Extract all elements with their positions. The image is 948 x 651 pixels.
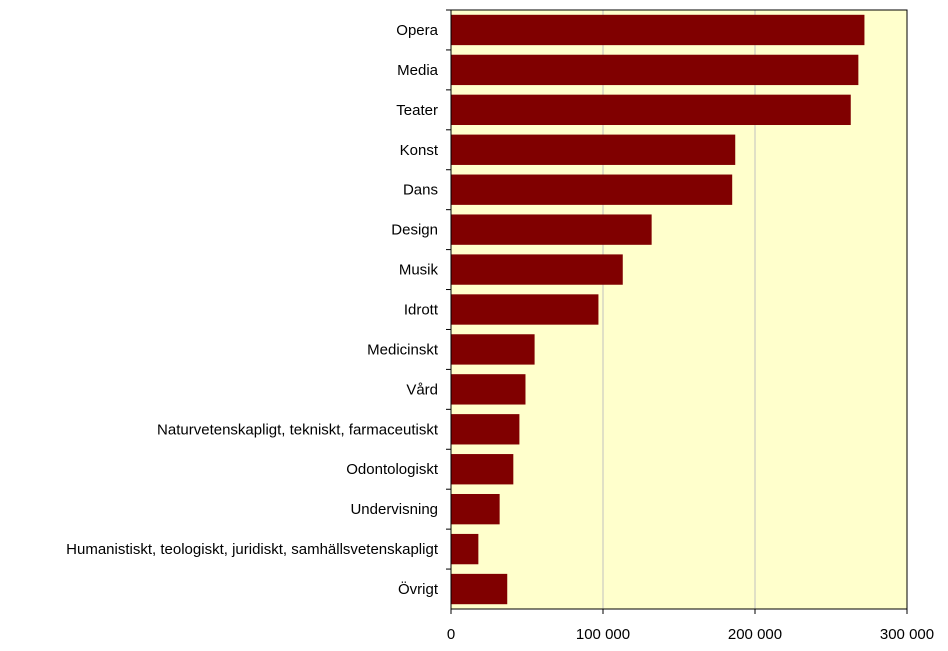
category-labels: Opera Media Teater Konst Dans Design Musik Idro… [66,9,451,598]
bar [451,14,865,46]
x-tick-label: 200 000 [728,626,782,643]
bar [451,214,652,245]
bar [451,134,736,165]
x-axis-ticks: 0 100 000 200 000 300 000 [447,609,934,643]
bar [451,533,479,565]
bar [451,374,526,405]
category-label: Musik [399,262,439,279]
category-label: Odontologiskt [346,461,439,478]
category-label: Konst [400,142,439,159]
category-label: Media [397,62,439,79]
x-tick-label: 0 [447,626,455,643]
bar [451,254,623,285]
bar [451,294,599,325]
x-tick-label: 100 000 [576,626,630,643]
category-label: Undervisning [350,501,438,518]
bar [451,94,851,126]
category-label: Medicinskt [367,341,439,358]
bar [451,174,733,205]
category-label: Teater [396,102,438,119]
category-label: Dans [403,182,438,199]
bar [451,414,520,445]
category-label: Vård [406,381,438,398]
bar [451,454,514,485]
bar [451,573,508,605]
category-label: Opera [396,22,438,39]
category-label: Övrigt [398,580,439,598]
category-label: Humanistiskt, teologiskt, juridiskt, sam… [66,541,439,558]
bar [451,54,859,86]
bars [451,14,865,605]
plot-border [450,9,908,610]
category-label: Design [391,222,438,239]
bar [451,493,500,525]
x-tick-label: 300 000 [880,626,934,643]
bar [451,334,535,365]
category-label: Idrott [404,302,439,319]
category-label: Naturvetenskapligt, tekniskt, farmaceuti… [157,421,439,438]
